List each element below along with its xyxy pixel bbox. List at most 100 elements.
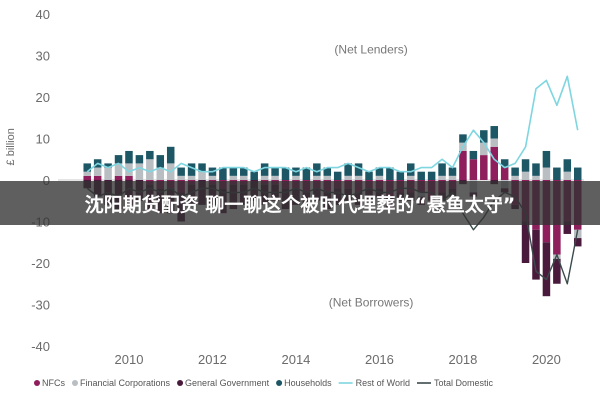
bar-households bbox=[354, 163, 363, 176]
bar-financial-corporations bbox=[323, 175, 332, 180]
bar-nfcs bbox=[469, 159, 478, 180]
bar-households bbox=[344, 163, 352, 176]
bar-financial-corporations bbox=[532, 175, 540, 180]
bar-households bbox=[375, 167, 384, 176]
bar-households bbox=[125, 150, 133, 164]
bar-households bbox=[323, 167, 332, 176]
bar-financial-corporations bbox=[448, 175, 457, 180]
bar-households bbox=[469, 150, 478, 160]
bar-households bbox=[365, 171, 373, 180]
bar-households bbox=[417, 171, 425, 180]
y-tick-label: 10 bbox=[36, 132, 50, 147]
bar-households bbox=[333, 171, 342, 180]
bar-nfcs bbox=[125, 175, 133, 180]
chart-annotation: (Net Borrowers) bbox=[329, 296, 414, 310]
bar-households bbox=[250, 171, 258, 180]
legend-item: Financial Corporations bbox=[72, 378, 171, 388]
bar-financial-corporations bbox=[542, 167, 551, 180]
bar-households bbox=[427, 171, 436, 180]
y-tick-label: 30 bbox=[36, 49, 50, 64]
bar-financial-corporations bbox=[177, 175, 185, 180]
bar-financial-corporations bbox=[480, 142, 488, 156]
bar-general-government bbox=[553, 258, 561, 284]
bar-financial-corporations bbox=[313, 175, 321, 180]
bar-households bbox=[511, 167, 519, 176]
bar-financial-corporations bbox=[573, 229, 582, 239]
bar-financial-corporations bbox=[83, 171, 91, 176]
bar-households bbox=[198, 163, 206, 172]
bar-households bbox=[281, 167, 290, 180]
bar-households bbox=[229, 167, 238, 176]
y-tick-label: -20 bbox=[31, 256, 50, 271]
bar-nfcs bbox=[459, 150, 467, 180]
bar-households bbox=[114, 155, 123, 164]
bar-financial-corporations bbox=[271, 175, 279, 180]
bar-households bbox=[459, 134, 467, 143]
legend-label: General Government bbox=[185, 378, 270, 388]
bar-general-government bbox=[542, 242, 551, 297]
bar-financial-corporations bbox=[187, 175, 196, 180]
x-axis: 2010 2012 2014 2016 2018 2020 bbox=[115, 352, 561, 367]
bar-nfcs bbox=[490, 146, 499, 180]
bar-households bbox=[573, 167, 582, 180]
bar-financial-corporations bbox=[125, 163, 133, 176]
legend-label: Total Domestic bbox=[434, 378, 494, 388]
bar-households bbox=[302, 167, 311, 180]
legend-item: General Government bbox=[177, 378, 270, 388]
x-tick-label: 2020 bbox=[532, 352, 561, 367]
bar-financial-corporations bbox=[240, 175, 248, 180]
legend-item: Rest of World bbox=[338, 378, 410, 388]
bar-households bbox=[438, 163, 446, 176]
bar-households bbox=[187, 163, 196, 176]
bar-households bbox=[563, 159, 572, 172]
bar-households bbox=[542, 150, 551, 168]
bar-households bbox=[135, 155, 144, 164]
bar-nfcs bbox=[500, 167, 509, 180]
bar-financial-corporations bbox=[114, 163, 123, 176]
bar-nfcs bbox=[480, 155, 488, 180]
x-tick-label: 2014 bbox=[281, 352, 310, 367]
bar-financial-corporations bbox=[93, 167, 102, 176]
legend-item: NFCs bbox=[34, 378, 65, 388]
legend: NFCs Financial Corporations General Govern… bbox=[34, 378, 494, 388]
bar-financial-corporations bbox=[490, 138, 499, 147]
bar-households bbox=[406, 163, 415, 176]
y-tick-label: 0 bbox=[43, 173, 50, 188]
bar-households bbox=[146, 150, 154, 160]
annotations: (Net Lenders) (Net Borrowers) bbox=[329, 42, 414, 309]
bar-financial-corporations bbox=[553, 254, 561, 259]
y-tick-label: -40 bbox=[31, 339, 50, 354]
legend-marker bbox=[34, 380, 40, 386]
x-tick-label: 2016 bbox=[365, 352, 394, 367]
bar-financial-corporations bbox=[229, 175, 238, 180]
headline-banner: 沈阳期货配资 聊一聊这个被时代埋葬的“悬鱼太守” bbox=[0, 181, 600, 225]
bar-households bbox=[532, 163, 540, 176]
legend-marker bbox=[72, 380, 78, 386]
bar-financial-corporations bbox=[438, 175, 446, 180]
bar-nfcs bbox=[83, 175, 91, 180]
x-tick-label: 2012 bbox=[198, 352, 227, 367]
bar-financial-corporations bbox=[146, 159, 154, 180]
legend-label: NFCs bbox=[42, 378, 65, 388]
legend-marker bbox=[276, 380, 283, 386]
legend-label: Households bbox=[284, 378, 332, 388]
bar-nfcs bbox=[93, 175, 102, 180]
bar-financial-corporations bbox=[563, 171, 572, 180]
headline-text: 沈阳期货配资 聊一聊这个被时代埋葬的“悬鱼太守” bbox=[84, 193, 516, 216]
bar-households bbox=[177, 167, 185, 176]
legend-item: Total Domestic bbox=[416, 378, 494, 388]
y-axis-title: £ billion bbox=[5, 128, 17, 165]
bar-financial-corporations bbox=[156, 167, 165, 180]
bar-households bbox=[448, 167, 457, 176]
bar-households bbox=[396, 171, 405, 180]
bar-households bbox=[480, 130, 488, 143]
legend-marker bbox=[177, 380, 184, 386]
y-tick-label: 40 bbox=[36, 7, 50, 22]
bar-financial-corporations bbox=[344, 175, 352, 180]
legend-label: Rest of World bbox=[356, 378, 410, 388]
bar-general-government bbox=[573, 238, 582, 247]
bar-general-government bbox=[532, 229, 540, 280]
bar-households bbox=[521, 159, 530, 172]
bar-households bbox=[156, 155, 165, 168]
